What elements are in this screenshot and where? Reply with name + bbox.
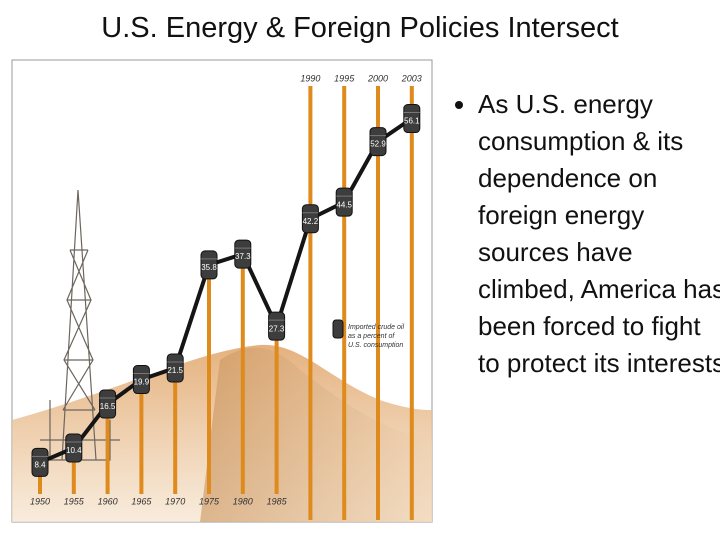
value-label: 21.5	[167, 366, 183, 375]
value-label: 52.9	[370, 140, 386, 149]
barrel	[369, 127, 387, 157]
dune	[200, 347, 432, 522]
bullet-list: As U.S. energy consumption & its depende…	[448, 86, 720, 382]
x-tick-label: 2003	[401, 73, 422, 83]
x-tick-label: 1970	[165, 496, 185, 506]
barrel	[31, 447, 49, 477]
x-tick-label: 1960	[98, 496, 118, 506]
legend-label: Imported crude oil as a percent of U.S. …	[348, 324, 405, 349]
barrel	[99, 389, 117, 419]
barrel	[166, 353, 184, 383]
value-label: 10.4	[66, 446, 82, 455]
value-label: 8.4	[34, 461, 46, 470]
x-tick-label: 1955	[64, 496, 85, 506]
value-label: 19.9	[134, 378, 150, 387]
barrel	[268, 311, 286, 341]
value-label: 27.3	[269, 324, 285, 333]
x-tick-label: 2000	[367, 73, 388, 83]
markers: 8.4 10.4 16.5 19.9 21.5 35.8 37.3 27.3 42.2 44.5 5…	[31, 104, 421, 477]
bullet: As U.S. energy consumption & its depende…	[478, 86, 720, 382]
x-tick-label: 1965	[131, 496, 152, 506]
x-tick-label: 1990	[300, 73, 320, 83]
value-label: 44.5	[336, 200, 352, 209]
value-label: 16.5	[100, 402, 116, 411]
value-label: 37.3	[235, 252, 251, 261]
barrel	[200, 250, 218, 280]
x-tick-label: 1995	[334, 73, 355, 83]
barrel	[132, 365, 150, 395]
barrel	[403, 104, 421, 134]
barrel	[234, 239, 252, 269]
barrel	[335, 187, 353, 217]
x-tick-label: 1985	[267, 496, 288, 506]
stems	[38, 86, 414, 520]
value-label: 56.1	[404, 117, 420, 126]
x-tick-label: 1980	[233, 496, 253, 506]
barrel	[301, 204, 319, 234]
slide-title: U.S. Energy & Foreign Policies Intersect	[101, 12, 619, 44]
value-label: 35.8	[201, 263, 217, 272]
x-tick-label: 1975	[199, 496, 220, 506]
value-label: 42.2	[303, 217, 319, 226]
legend-icon	[332, 319, 344, 339]
x-tick-label: 1950	[30, 496, 50, 506]
barrel	[65, 433, 83, 463]
